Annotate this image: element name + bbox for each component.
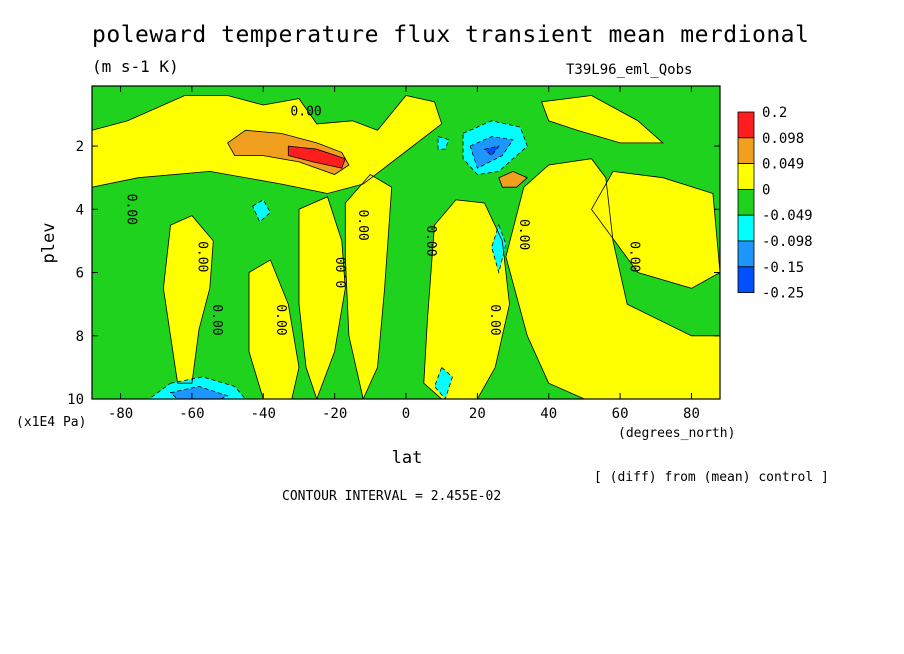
x-tick-label-2: -40 — [251, 406, 276, 422]
contour-line-18 — [169, 385, 229, 399]
contour-line-12 — [148, 376, 246, 399]
contour-label-2: 0.00 — [209, 304, 224, 335]
x-axis-ticks: -80 -60 -40 -20 0 20 40 60 80 — [108, 86, 700, 422]
x-tick-label-8: 80 — [683, 406, 700, 422]
contour-line-4 — [344, 173, 393, 399]
legend-label-3: 0 — [762, 182, 770, 198]
contour-line-8 — [541, 95, 664, 144]
x-tick-label-3: -20 — [322, 406, 347, 422]
region-3 — [299, 196, 346, 399]
legend-label-4: -0.049 — [762, 208, 813, 224]
region-14 — [252, 199, 271, 222]
region-17 — [438, 136, 449, 150]
legend-swatch-4 — [737, 214, 755, 242]
contour-line-0 — [92, 95, 443, 194]
contour-fill-regions — [92, 95, 720, 399]
region-7 — [591, 171, 720, 289]
contour-label-6: 0.00 — [290, 104, 321, 119]
region-1 — [163, 215, 214, 384]
run-id-label: T39L96_eml_Qobs — [566, 62, 693, 78]
x-axis-label: lat — [392, 448, 423, 468]
legend-label-2: 0.049 — [762, 157, 804, 173]
region-5 — [423, 199, 510, 399]
chart-units: (m s-1 K) — [92, 57, 179, 76]
contour-line-14 — [252, 199, 271, 223]
contour-line-13 — [462, 120, 528, 175]
x-tick-label-4: 0 — [402, 406, 410, 422]
y-tick-label-1: 4 — [76, 202, 84, 218]
y-axis-ticks: 2 4 6 8 10 — [67, 139, 720, 408]
y-tick-label-2: 6 — [76, 266, 84, 282]
y-tick-label-0: 2 — [76, 139, 84, 155]
contour-line-2 — [248, 259, 300, 399]
legend-swatch-3 — [737, 188, 755, 216]
contour-label-10: 0.00 — [626, 241, 641, 272]
contour-labels: 0.00 0.00 0.00 0.00 0.00 0.00 0.00 0.00 0.00 0.00… — [123, 104, 641, 335]
contour-line-15 — [491, 223, 507, 275]
contour-interval-label: CONTOUR INTERVAL = 2.455E-02 — [282, 489, 502, 504]
y-axis-unit: (x1E4 Pa) — [16, 415, 87, 430]
contour-line-5 — [423, 199, 510, 399]
contour-label-0: 0.00 — [123, 194, 138, 225]
color-legend: 0.2 0.098 0.049 0 -0.049 -0.098 -0.15 -0.25 — [737, 105, 813, 302]
region-11 — [288, 146, 346, 169]
y-tick-label-3: 8 — [76, 329, 84, 345]
x-tick-label-5: 20 — [469, 406, 486, 422]
region-8 — [541, 95, 663, 143]
x-tick-label-7: 60 — [612, 406, 629, 422]
contour-line-1 — [162, 215, 214, 384]
contour-line-3 — [298, 196, 346, 399]
contour-line-7 — [591, 170, 720, 289]
legend-label-5: -0.098 — [762, 234, 813, 250]
legend-swatch-5 — [737, 240, 755, 268]
legend-swatch-2 — [737, 163, 755, 190]
contour-label-9: 0.00 — [516, 219, 531, 250]
region-10 — [498, 171, 528, 188]
contour-line-11 — [287, 145, 346, 169]
y-tick-label-4: 10 — [67, 392, 84, 408]
region-4 — [345, 174, 392, 399]
contour-line-10 — [498, 170, 529, 188]
contour-lines — [92, 95, 720, 399]
contour-line-20 — [483, 145, 500, 157]
region-6 — [505, 158, 720, 399]
legend-swatch-1 — [737, 137, 755, 165]
x-tick-label-6: 40 — [540, 406, 557, 422]
contour-label-1: 0.00 — [195, 241, 210, 272]
x-tick-label-1: -60 — [179, 406, 204, 422]
contour-line-16 — [434, 366, 453, 399]
legend-swatch-0 — [737, 111, 755, 139]
legend-label-0: 0.2 — [762, 105, 787, 121]
contour-label-5: 0.00 — [335, 257, 350, 288]
legend-label-1: 0.098 — [762, 131, 804, 147]
x-tick-label-0: -80 — [108, 406, 133, 422]
contour-label-8: 0.00 — [487, 304, 502, 335]
region-2 — [249, 259, 299, 399]
legend-label-7: -0.25 — [762, 286, 804, 302]
diff-note: [ (diff) from (mean) control ] — [594, 470, 829, 485]
legend-label-6: -0.15 — [762, 260, 804, 276]
y-axis-label: plev — [39, 223, 59, 264]
contour-label-7: 0.00 — [423, 225, 438, 256]
x-axis-unit: (degrees_north) — [618, 426, 736, 441]
chart-title: poleward temperature flux transient mean… — [92, 22, 810, 48]
contour-line-6 — [505, 158, 720, 399]
contour-line-17 — [437, 136, 450, 150]
legend-swatch-6 — [737, 266, 755, 293]
contour-label-3: 0.00 — [273, 304, 288, 335]
contour-label-4: 0.00 — [355, 209, 370, 240]
contour-line-9 — [227, 129, 350, 175]
